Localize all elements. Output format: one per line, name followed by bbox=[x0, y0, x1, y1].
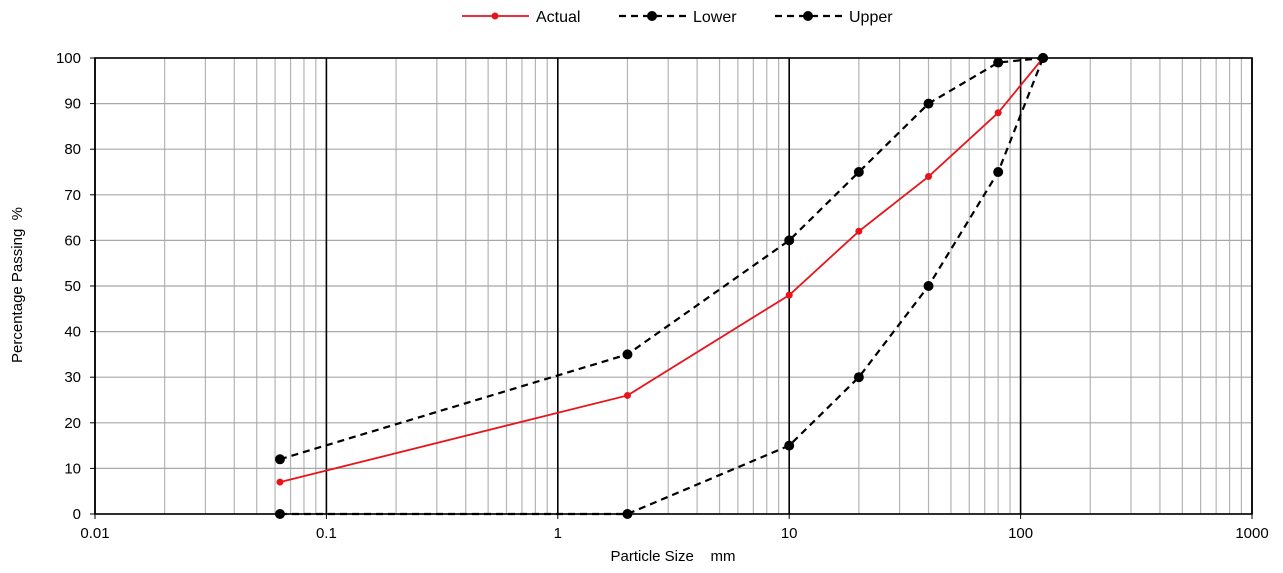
grid-layer bbox=[94, 57, 1253, 515]
y-tick-label: 90 bbox=[64, 96, 81, 113]
legend-label-lower: Lower bbox=[693, 9, 737, 26]
y-tick-label: 70 bbox=[64, 187, 81, 204]
data-point-upper bbox=[923, 281, 934, 291]
legend-label-upper: Upper bbox=[849, 9, 893, 26]
data-point-actual bbox=[994, 109, 1002, 117]
data-point-upper bbox=[274, 509, 285, 519]
data-point-actual bbox=[623, 391, 631, 399]
data-point-upper bbox=[1038, 53, 1049, 63]
legend: Actual Lower Upper bbox=[462, 9, 893, 26]
x-tick-label: 10 bbox=[781, 525, 798, 542]
legend-item-actual: Actual bbox=[462, 9, 580, 26]
axis-layer: 0 10 20 30 40 50 60 70 80 90 100 0.01 0.1 1 10 100 1000 bbox=[56, 50, 1269, 542]
data-point-actual bbox=[925, 173, 933, 181]
y-tick-label: 100 bbox=[56, 50, 81, 67]
legend-marker-lower bbox=[647, 11, 657, 21]
data-point-lower bbox=[274, 454, 285, 465]
y-tick-label: 30 bbox=[64, 369, 81, 386]
data-point-actual bbox=[785, 291, 793, 299]
data-point-actual bbox=[276, 478, 284, 486]
y-axis-title: Percentage Passing % bbox=[9, 207, 26, 363]
x-tick-label: 1000 bbox=[1235, 525, 1268, 542]
series-actual bbox=[276, 54, 1047, 486]
data-point-actual bbox=[855, 227, 863, 235]
legend-marker-actual bbox=[491, 12, 499, 20]
x-tick-label: 100 bbox=[1008, 525, 1033, 542]
series-lower bbox=[274, 53, 1049, 465]
data-point-lower bbox=[622, 349, 633, 360]
data-point-upper bbox=[993, 167, 1004, 177]
series-layer bbox=[274, 53, 1049, 519]
data-point-lower bbox=[993, 57, 1004, 68]
x-tick-label: 1 bbox=[554, 525, 562, 542]
legend-marker-upper bbox=[803, 11, 813, 21]
y-tick-label: 20 bbox=[64, 415, 81, 432]
series-upper bbox=[274, 53, 1049, 519]
y-tick-label: 0 bbox=[73, 506, 81, 523]
data-point-lower bbox=[853, 167, 864, 177]
legend-item-upper: Upper bbox=[775, 9, 893, 26]
y-tick-label: 10 bbox=[64, 460, 81, 477]
y-tick-label: 80 bbox=[64, 141, 81, 158]
data-point-lower bbox=[923, 98, 934, 109]
y-tick-label: 40 bbox=[64, 324, 81, 341]
x-axis-title: Particle Size mm bbox=[610, 548, 735, 565]
data-point-upper bbox=[853, 372, 864, 383]
x-tick-label: 0.1 bbox=[316, 525, 337, 542]
data-point-upper bbox=[622, 509, 633, 519]
data-point-lower bbox=[784, 235, 795, 246]
data-point-upper bbox=[784, 440, 795, 451]
x-tick-label: 0.01 bbox=[80, 525, 109, 542]
y-tick-label: 60 bbox=[64, 232, 81, 249]
legend-item-lower: Lower bbox=[619, 9, 737, 26]
legend-label-actual: Actual bbox=[536, 9, 580, 26]
y-tick-label: 50 bbox=[64, 278, 81, 295]
